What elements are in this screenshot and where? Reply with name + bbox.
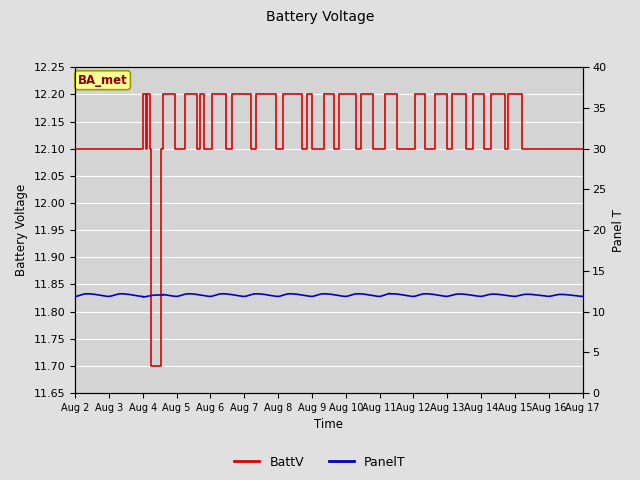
Y-axis label: Battery Voltage: Battery Voltage [15, 184, 28, 276]
Legend: BattV, PanelT: BattV, PanelT [229, 451, 411, 474]
Y-axis label: Panel T: Panel T [612, 209, 625, 252]
X-axis label: Time: Time [314, 419, 344, 432]
Text: Battery Voltage: Battery Voltage [266, 10, 374, 24]
Text: BA_met: BA_met [77, 74, 127, 87]
